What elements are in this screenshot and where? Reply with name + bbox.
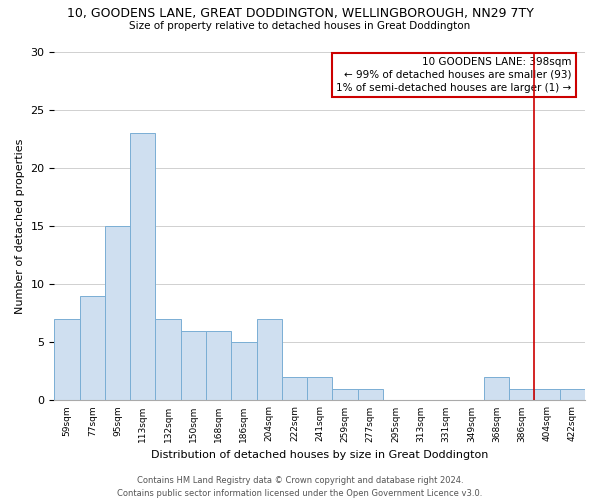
Bar — [80, 296, 105, 401]
Bar — [307, 377, 332, 400]
Bar — [535, 389, 560, 400]
Bar — [257, 319, 282, 400]
Bar — [484, 377, 509, 400]
Bar — [181, 330, 206, 400]
Bar — [155, 319, 181, 400]
Bar — [55, 319, 80, 400]
Bar — [332, 389, 358, 400]
Bar — [206, 330, 231, 400]
Text: 10, GOODENS LANE, GREAT DODDINGTON, WELLINGBOROUGH, NN29 7TY: 10, GOODENS LANE, GREAT DODDINGTON, WELL… — [67, 8, 533, 20]
Bar — [231, 342, 257, 400]
Text: 10 GOODENS LANE: 398sqm
← 99% of detached houses are smaller (93)
1% of semi-det: 10 GOODENS LANE: 398sqm ← 99% of detache… — [337, 56, 572, 93]
Bar — [560, 389, 585, 400]
Bar — [130, 133, 155, 400]
Bar — [509, 389, 535, 400]
Text: Contains HM Land Registry data © Crown copyright and database right 2024.
Contai: Contains HM Land Registry data © Crown c… — [118, 476, 482, 498]
X-axis label: Distribution of detached houses by size in Great Doddington: Distribution of detached houses by size … — [151, 450, 488, 460]
Bar — [105, 226, 130, 400]
Bar — [358, 389, 383, 400]
Text: Size of property relative to detached houses in Great Doddington: Size of property relative to detached ho… — [130, 21, 470, 31]
Y-axis label: Number of detached properties: Number of detached properties — [15, 138, 25, 314]
Bar — [282, 377, 307, 400]
